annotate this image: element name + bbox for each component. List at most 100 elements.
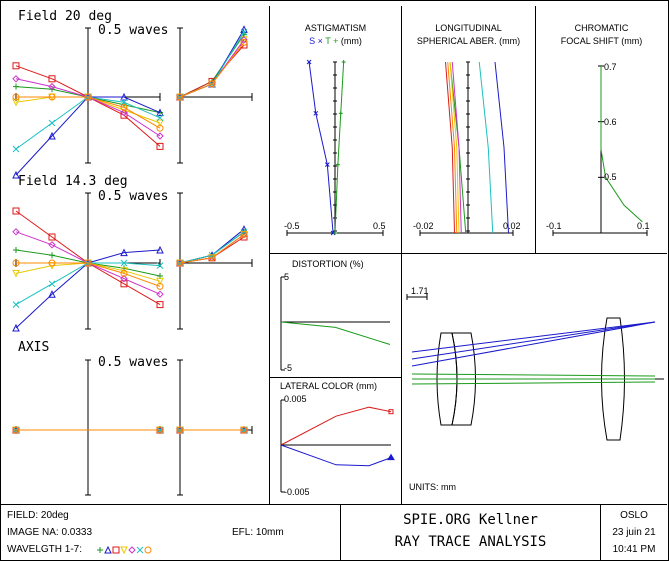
marker-triangle bbox=[120, 248, 128, 257]
marker-square bbox=[388, 409, 394, 415]
marker-circle bbox=[240, 38, 248, 46]
distortion-line bbox=[280, 321, 391, 345]
divider bbox=[269, 6, 270, 504]
marker-x bbox=[136, 546, 144, 554]
marker-circle bbox=[208, 254, 216, 262]
marker-x bbox=[156, 114, 164, 122]
astig-unit-label: (mm) bbox=[340, 36, 362, 46]
sph-line bbox=[494, 61, 509, 234]
marker-diamond bbox=[12, 228, 20, 236]
divider bbox=[340, 504, 341, 560]
marker-x bbox=[313, 110, 319, 116]
sph-subtitle: SPHERICAL ABER. (mm) bbox=[416, 36, 521, 46]
marker-circle bbox=[156, 282, 164, 290]
marker-inv-triangle bbox=[12, 98, 20, 107]
marker-circle bbox=[84, 259, 92, 267]
latcol-tick-bottom: -0.005 bbox=[284, 487, 310, 497]
astig-title: ASTIGMATISM bbox=[304, 23, 367, 33]
astig-s-label: S bbox=[309, 36, 316, 46]
marker-x bbox=[48, 280, 56, 288]
divider bbox=[600, 504, 601, 560]
sph-tick-right: 0.02 bbox=[503, 221, 521, 231]
chrom-tick-left: -0.1 bbox=[546, 221, 562, 231]
marker-circle bbox=[12, 93, 20, 101]
latcol-title: LATERAL COLOR (mm) bbox=[280, 381, 378, 391]
chrom-ytick: 0.6 bbox=[604, 117, 617, 127]
marker-diamond bbox=[156, 290, 164, 298]
chrom-title: CHROMATIC bbox=[574, 23, 629, 33]
chrom-ytick: 0.5 bbox=[604, 172, 617, 182]
marker-x bbox=[306, 59, 312, 65]
tan-fan-line bbox=[16, 262, 161, 287]
marker-inv-triangle bbox=[120, 546, 128, 555]
marker-inv-triangle bbox=[12, 269, 20, 278]
footer-title2: RAY TRACE ANALYSIS bbox=[394, 534, 547, 550]
marker-square bbox=[112, 546, 120, 554]
divider bbox=[535, 6, 536, 253]
marker-circle bbox=[120, 269, 128, 277]
marker-x bbox=[12, 301, 20, 308]
marker-x bbox=[12, 145, 20, 153]
marker-circle bbox=[48, 259, 56, 267]
sag-fan-line bbox=[179, 233, 245, 264]
sag-fan-line bbox=[179, 42, 245, 98]
sph-line bbox=[445, 61, 455, 234]
astig-plus-label: + bbox=[333, 36, 339, 46]
marker-triangle bbox=[387, 453, 395, 461]
marker-circle bbox=[120, 103, 128, 111]
marker-triangle bbox=[156, 108, 164, 117]
marker-circle bbox=[48, 93, 56, 101]
sph-line bbox=[447, 61, 458, 234]
sph-line bbox=[478, 61, 494, 234]
footer-time: 10:41 PM bbox=[612, 544, 656, 555]
marker-diamond bbox=[12, 75, 20, 83]
footer-efl: EFL: 10mm bbox=[232, 527, 284, 538]
marker-circle bbox=[176, 259, 184, 267]
astig-tick-left: -0.5 bbox=[284, 221, 300, 231]
latcol-line bbox=[280, 406, 392, 446]
marker-x bbox=[156, 262, 164, 269]
marker-square bbox=[48, 233, 56, 241]
marker-diamond bbox=[156, 132, 164, 140]
marker-triangle bbox=[104, 545, 112, 554]
astig-t-label: T bbox=[325, 36, 331, 46]
marker-circle bbox=[12, 426, 20, 434]
chrom-ytick: 0.7 bbox=[604, 62, 617, 72]
divider bbox=[269, 253, 667, 254]
marker-square bbox=[120, 280, 128, 288]
layout-units-label: UNITS: mm bbox=[409, 482, 456, 492]
marker-circle bbox=[84, 93, 92, 101]
marker-triangle bbox=[48, 290, 56, 298]
eye-lens bbox=[601, 317, 625, 441]
marker-triangle bbox=[120, 92, 128, 101]
astig-S-line bbox=[308, 61, 334, 234]
dist-tick-top: 5 bbox=[284, 272, 290, 282]
latcol-line bbox=[280, 444, 392, 467]
marker-x bbox=[48, 119, 56, 127]
marker-square bbox=[48, 75, 56, 83]
ray-blue bbox=[411, 321, 656, 360]
marker-inv-triangle bbox=[156, 277, 164, 286]
marker-circle bbox=[156, 124, 164, 132]
marker-circle bbox=[176, 93, 184, 101]
footer-image-na: IMAGE NA: 0.0333 bbox=[7, 527, 93, 538]
ray-blue bbox=[411, 321, 656, 353]
sph-tick-left: -0.02 bbox=[413, 221, 434, 231]
divider bbox=[401, 6, 402, 504]
marker-x bbox=[120, 259, 128, 267]
marker-square bbox=[12, 62, 20, 70]
latcol-tick-top: 0.005 bbox=[284, 394, 307, 404]
marker-diamond bbox=[48, 82, 56, 91]
marker-circle bbox=[208, 80, 216, 88]
footer-date: 23 juin 21 bbox=[612, 527, 656, 538]
astig-tick-right: 0.5 bbox=[373, 221, 386, 231]
fan-scale-14: 0.5 waves bbox=[98, 189, 169, 204]
fan-scale-axis: 0.5 waves bbox=[98, 355, 169, 370]
marker-circle bbox=[156, 426, 164, 434]
sph-title: LONGITUDINAL bbox=[435, 23, 502, 33]
fan-scale-20: 0.5 waves bbox=[98, 23, 169, 38]
marker-circle bbox=[12, 259, 20, 267]
astig-subtitle: S × T + (mm) bbox=[270, 37, 401, 46]
marker-x bbox=[120, 98, 128, 106]
